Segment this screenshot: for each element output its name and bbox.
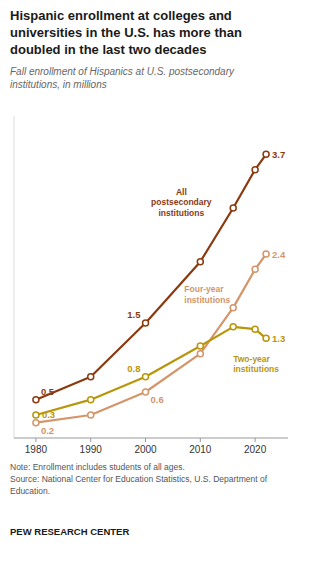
point-marker <box>230 205 236 211</box>
x-tick <box>200 438 201 442</box>
note: Note: Enrollment includes students of al… <box>10 462 268 496</box>
point-marker <box>263 335 269 341</box>
point-marker <box>263 251 269 257</box>
series-line <box>36 154 266 399</box>
x-tick-label: 1980 <box>25 444 48 455</box>
point-marker <box>230 305 236 311</box>
y-axis-line <box>14 116 15 438</box>
data-label: 0.3 <box>42 409 55 420</box>
series-line <box>36 254 266 423</box>
x-tick <box>90 438 91 442</box>
x-tick-label: 2010 <box>189 444 212 455</box>
point-marker <box>33 412 39 418</box>
point-marker <box>88 397 94 403</box>
x-tick <box>35 438 36 442</box>
data-label: 1.5 <box>127 309 141 320</box>
point-marker <box>252 326 258 332</box>
subtitle: Fall enrollment of Hispanics at U.S. pos… <box>10 66 235 90</box>
point-marker <box>197 351 203 357</box>
title: Hispanic enrollment at colleges andunive… <box>10 8 242 57</box>
point-marker <box>252 266 258 272</box>
x-tick-label: 2020 <box>244 444 267 455</box>
point-marker <box>88 374 94 380</box>
data-label: 2.4 <box>272 249 286 260</box>
x-axis-line <box>14 438 288 439</box>
chart: Hispanic enrollment at colleges andunive… <box>0 0 310 573</box>
point-marker <box>143 389 149 395</box>
data-label: 0.5 <box>41 386 55 397</box>
point-marker <box>143 374 149 380</box>
data-label: 1.3 <box>272 333 285 344</box>
series-line <box>36 327 266 415</box>
point-marker <box>88 412 94 418</box>
x-tick <box>145 438 146 442</box>
series-label: Four-yearinstitutions <box>184 284 230 305</box>
x-tick-label: 1990 <box>80 444 103 455</box>
data-label: 3.7 <box>272 149 285 160</box>
point-marker <box>33 397 39 403</box>
point-marker <box>143 320 149 326</box>
data-label: 0.8 <box>127 363 140 374</box>
x-tick-label: 2000 <box>134 444 157 455</box>
point-marker <box>33 420 39 426</box>
data-label: 0.2 <box>41 425 54 436</box>
data-label: 0.6 <box>151 394 164 405</box>
point-marker <box>197 259 203 265</box>
footer: PEW RESEARCH CENTER <box>10 526 129 537</box>
point-marker <box>252 167 258 173</box>
point-marker <box>263 151 269 157</box>
series-label: Two-yearinstitutions <box>233 354 279 375</box>
point-marker <box>197 343 203 349</box>
x-tick <box>255 438 256 442</box>
point-marker <box>230 324 236 330</box>
plot-area <box>33 151 269 425</box>
series-label: Allpostsecondaryinstitutions <box>151 187 212 218</box>
